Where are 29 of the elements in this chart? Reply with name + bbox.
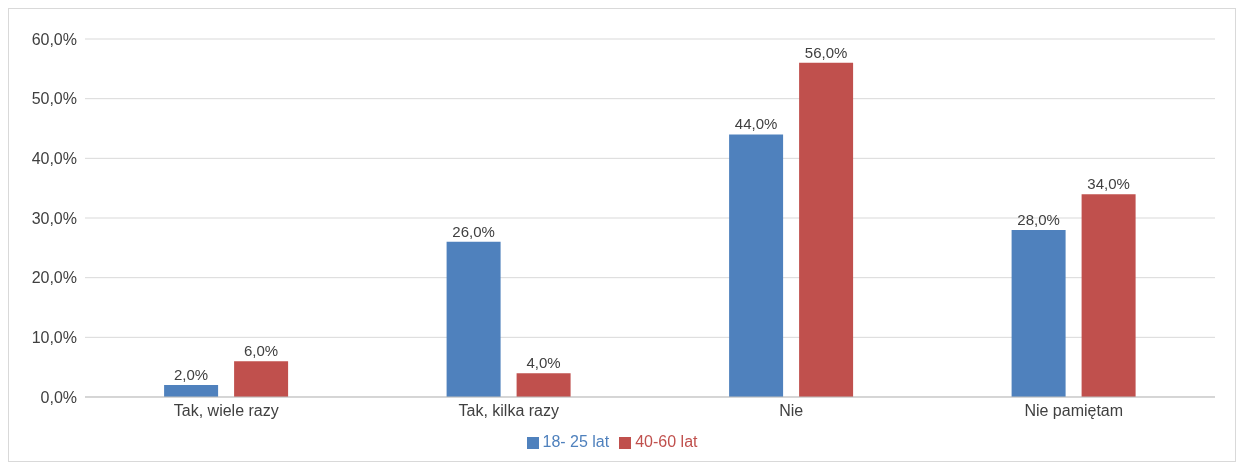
x-tick-label: Nie pamiętam bbox=[1024, 402, 1124, 420]
data-label: 6,0% bbox=[244, 342, 279, 360]
bar bbox=[234, 361, 289, 397]
y-tick-label: 40,0% bbox=[31, 150, 77, 168]
y-tick-label: 30,0% bbox=[31, 209, 77, 227]
y-tick-label: 50,0% bbox=[31, 90, 77, 108]
data-label: 4,0% bbox=[526, 354, 561, 372]
y-tick-label: 20,0% bbox=[31, 269, 77, 287]
data-label: 44,0% bbox=[734, 115, 778, 133]
x-tick-label: Nie bbox=[779, 402, 804, 420]
data-label: 28,0% bbox=[1017, 210, 1060, 228]
data-label: 34,0% bbox=[1087, 175, 1130, 193]
y-tick-label: 60,0% bbox=[31, 30, 77, 48]
data-label: 2,0% bbox=[174, 366, 209, 384]
legend-label: 40-60 lat bbox=[635, 433, 698, 450]
y-tick-label: 0,0% bbox=[40, 388, 77, 406]
x-tick-label: Tak, wiele razy bbox=[173, 402, 279, 420]
bar bbox=[729, 134, 784, 397]
data-label: 56,0% bbox=[804, 43, 848, 61]
x-tick-label: Tak, kilka razy bbox=[458, 402, 559, 420]
bar bbox=[1011, 229, 1066, 397]
data-label: 26,0% bbox=[452, 222, 495, 240]
y-tick-label: 10,0% bbox=[31, 329, 77, 347]
bar bbox=[799, 62, 854, 397]
bar bbox=[1081, 194, 1136, 397]
legend-label: 18- 25 lat bbox=[542, 433, 610, 450]
bar bbox=[164, 385, 219, 397]
bar bbox=[446, 241, 501, 397]
bar bbox=[516, 373, 571, 397]
